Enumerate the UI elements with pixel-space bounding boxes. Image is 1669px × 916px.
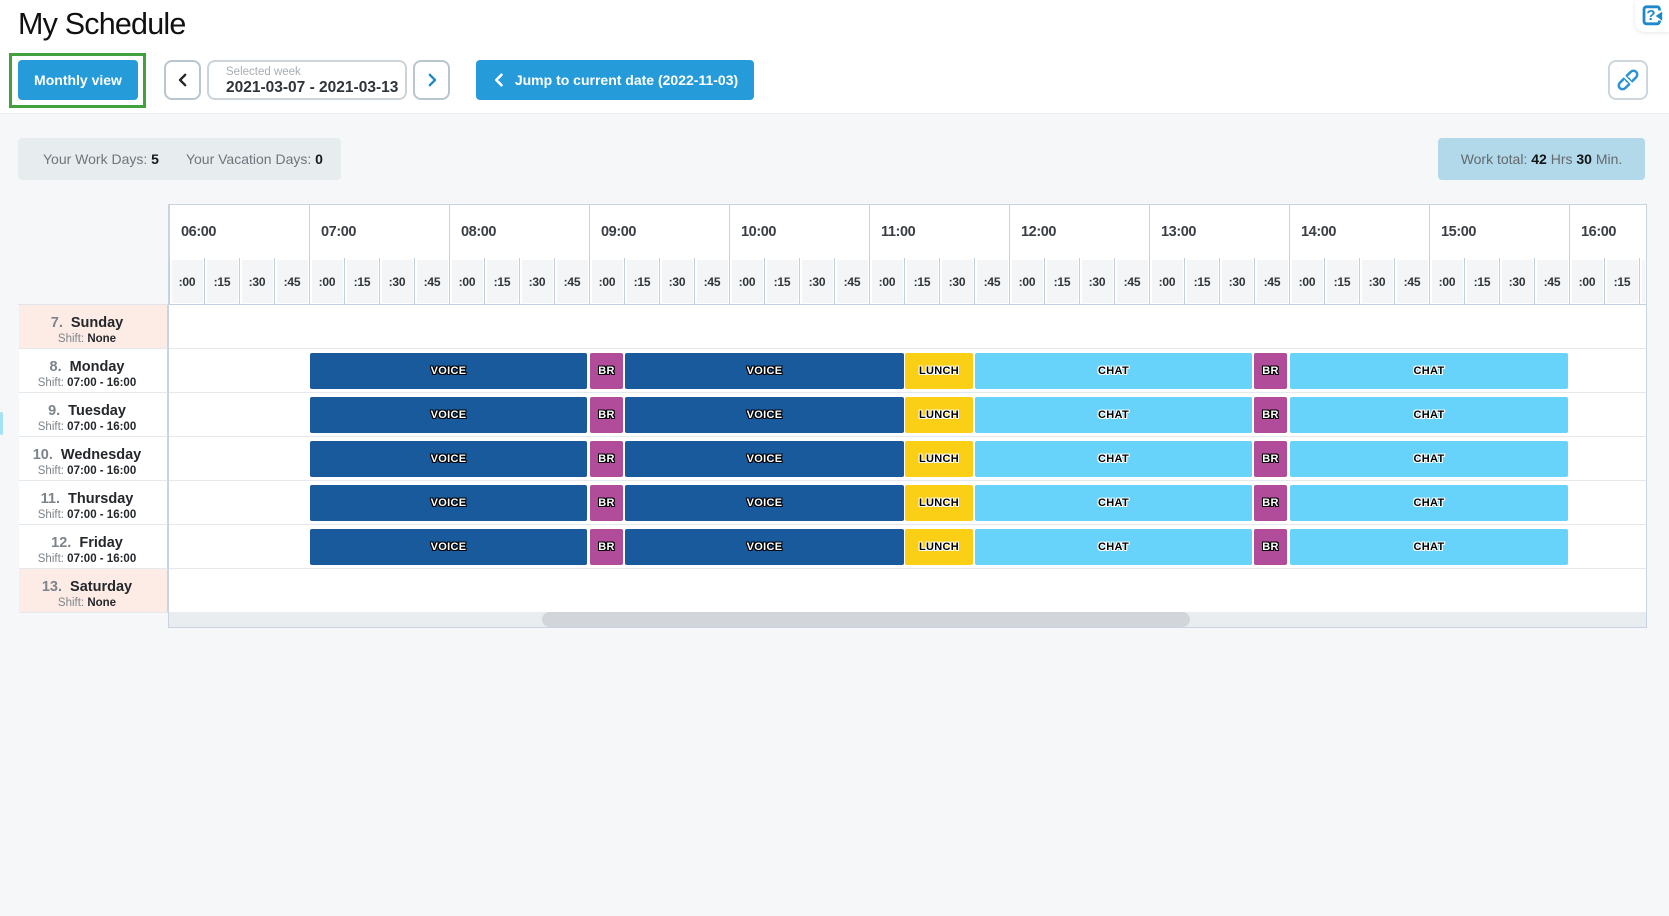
- svg-text:?: ?: [1646, 7, 1655, 24]
